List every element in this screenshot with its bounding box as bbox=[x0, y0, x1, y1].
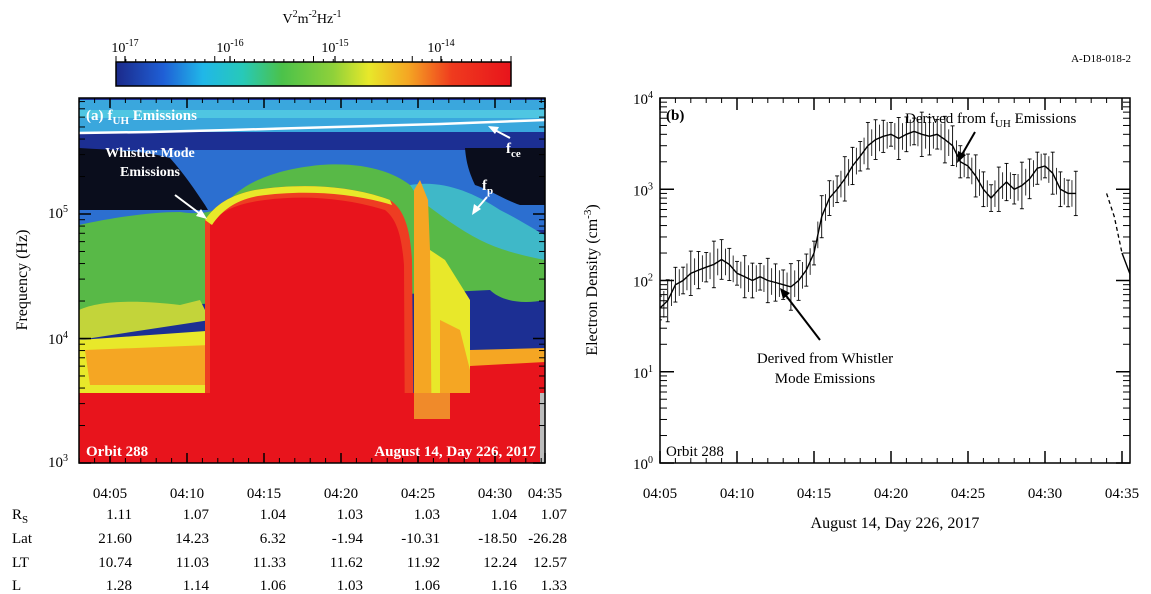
ephemeris-value: 21.60 bbox=[98, 531, 132, 547]
ephemeris-value: 11.62 bbox=[330, 555, 363, 571]
ephemeris-value: 1.03 bbox=[337, 578, 363, 594]
colorbar: V2m-2Hz-1 10-17 10-16 10-15 10-14 bbox=[111, 9, 512, 87]
ephemeris-value: 1.11 bbox=[106, 507, 132, 523]
y-tick-label: 105 bbox=[48, 204, 68, 222]
panel-a-label: (a) fUH Emissions bbox=[86, 108, 197, 127]
ephemeris-value: 1.06 bbox=[260, 578, 287, 594]
arrow-head bbox=[196, 209, 207, 219]
arrow-head bbox=[472, 204, 481, 215]
annotation-whistler: Emissions bbox=[120, 165, 180, 180]
x-tick-label: 04:35 bbox=[1105, 486, 1139, 502]
y-axis-label-b: Electron Density (cm-3) bbox=[582, 204, 601, 355]
panel-b-label: (b) bbox=[666, 108, 684, 124]
ephemeris-value: 1.03 bbox=[414, 507, 440, 523]
ephemeris-value: 1.07 bbox=[541, 507, 568, 523]
ephemeris-value: 6.32 bbox=[260, 531, 286, 547]
ephemeris-value: 1.04 bbox=[491, 507, 518, 523]
x-tick-label: 04:10 bbox=[170, 486, 204, 502]
ephemeris-value: 1.06 bbox=[414, 578, 441, 594]
ephemeris-value: 11.03 bbox=[176, 555, 209, 571]
ephemeris-value: 1.33 bbox=[541, 578, 567, 594]
ephemeris-value: -1.94 bbox=[332, 531, 364, 547]
ephemeris-value: 12.24 bbox=[483, 555, 517, 571]
arrow-head bbox=[780, 288, 790, 299]
annotation-fp: fp bbox=[482, 178, 493, 197]
colorbar-tick-label: 10-15 bbox=[321, 38, 348, 56]
y-tick-label: 104 bbox=[633, 90, 653, 108]
annotation-whistler-b: Derived from Whistler bbox=[757, 351, 893, 367]
x-tick-label: 04:25 bbox=[951, 486, 985, 502]
arrow-whistler-b bbox=[783, 292, 821, 341]
y-axis-label-a: Frequency (Hz) bbox=[14, 230, 31, 331]
ephemeris-value: 11.33 bbox=[253, 555, 286, 571]
colorbar-tick-label: 10-16 bbox=[216, 38, 243, 56]
y-tick-label: 100 bbox=[633, 455, 653, 473]
ephemeris-value: 1.04 bbox=[260, 507, 287, 523]
x-tick-label: 04:15 bbox=[247, 486, 281, 502]
annotation-uh: Derived from fUH Emissions bbox=[905, 111, 1076, 130]
colorbar-bar bbox=[115, 61, 512, 87]
x-tick-label: 04:05 bbox=[93, 486, 127, 502]
arrow-head bbox=[488, 126, 499, 134]
ephemeris-row-label: LT bbox=[12, 555, 29, 571]
ephemeris-value: 1.28 bbox=[106, 578, 132, 594]
y-tick-label: 103 bbox=[633, 181, 653, 199]
arrow-whistler bbox=[174, 194, 204, 217]
panel-a-frame bbox=[78, 97, 546, 464]
x-tick-label: 04:10 bbox=[720, 486, 754, 502]
x-tick-label: 04:25 bbox=[401, 486, 435, 502]
x-tick-label: 04:20 bbox=[874, 486, 908, 502]
orbit-label-b: Orbit 288 bbox=[666, 444, 724, 460]
ephemeris-value: 14.23 bbox=[175, 531, 209, 547]
ephemeris-value: 1.14 bbox=[183, 578, 210, 594]
ephemeris-value: 12.57 bbox=[533, 555, 567, 571]
annotation-whistler-b: Mode Emissions bbox=[775, 371, 876, 387]
density-series-dashed bbox=[1105, 193, 1123, 254]
ephemeris-value: 1.03 bbox=[337, 507, 363, 523]
x-tick-label: 04:35 bbox=[528, 486, 562, 502]
y-tick-label: 101 bbox=[633, 364, 653, 382]
arrow-head bbox=[957, 151, 966, 163]
figure-id: A-D18-018-2 bbox=[1071, 53, 1131, 65]
ephemeris-value: -10.31 bbox=[401, 531, 440, 547]
ephemeris-value: 1.16 bbox=[491, 578, 518, 594]
x-tick-label: 04:15 bbox=[797, 486, 831, 502]
colorbar-tick-label: 10-17 bbox=[111, 38, 138, 56]
y-tick-label: 102 bbox=[633, 273, 653, 291]
colorbar-unit: V2m-2Hz-1 bbox=[282, 9, 341, 27]
ephemeris-value: 10.74 bbox=[98, 555, 132, 571]
orbit-label-a: Orbit 288 bbox=[86, 444, 148, 460]
x-tick-label: 04:20 bbox=[324, 486, 358, 502]
panel-b-frame bbox=[659, 97, 1131, 464]
y-tick-label: 103 bbox=[48, 453, 68, 471]
annotation-fce: fce bbox=[506, 141, 521, 160]
x-tick-label: 04:30 bbox=[1028, 486, 1062, 502]
ephemeris-value: 1.07 bbox=[183, 507, 210, 523]
x-tick-label: 04:30 bbox=[478, 486, 512, 502]
y-tick-label: 104 bbox=[48, 330, 68, 348]
colorbar-tick-label: 10-14 bbox=[427, 38, 454, 56]
ephemeris-row-label: Lat bbox=[12, 531, 33, 547]
annotation-whistler: Whistler Mode bbox=[105, 146, 195, 161]
x-tick-label: 04:05 bbox=[643, 486, 677, 502]
ephemeris-row-label: L bbox=[12, 578, 21, 594]
ephemeris-value: -26.28 bbox=[528, 531, 567, 547]
spectrogram-panel bbox=[79, 98, 545, 463]
x-axis-label-b: August 14, Day 226, 2017 bbox=[811, 515, 980, 532]
ephemeris-value: 11.92 bbox=[407, 555, 440, 571]
date-label-a: August 14, Day 226, 2017 bbox=[374, 444, 536, 460]
ephemeris-row-label: RS bbox=[12, 507, 28, 526]
fce-line bbox=[79, 118, 545, 135]
ephemeris-value: -18.50 bbox=[478, 531, 517, 547]
